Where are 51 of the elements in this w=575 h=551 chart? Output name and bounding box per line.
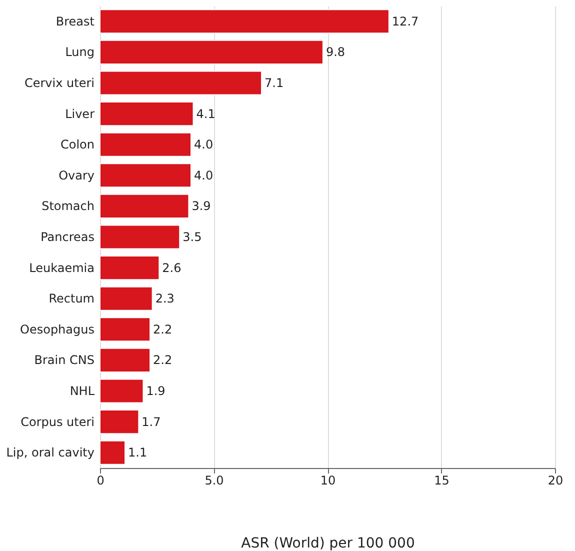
data-label: 4.1 [196,106,216,121]
bar [100,224,180,250]
bar [100,378,144,404]
y-tick-label: Ovary [58,168,94,182]
x-tick-label: 0 [96,474,104,488]
data-label: 9.8 [326,45,346,60]
data-label: 4.0 [194,138,214,152]
bar [100,410,140,434]
data-label: 7.1 [264,76,284,90]
x-tick-label: 15 [434,474,450,488]
data-label: 1.1 [128,446,148,460]
x-tick-label: 20 [548,474,564,488]
y-tick-label: Oesophagus [20,322,94,336]
y-tick-label: Pancreas [40,230,94,244]
bar [100,348,151,372]
y-tick-label: Leukaemia [29,260,94,275]
data-label: 3.9 [192,199,211,214]
data-label: 2.2 [153,353,172,368]
y-tick-label: Rectum [48,292,94,306]
bar [100,317,151,342]
y-tick-label: Cervix uteri [24,76,94,90]
x-tick-label: 10 [320,474,336,488]
bar [100,9,390,34]
bar [100,440,126,465]
bar [100,163,192,188]
data-label: 2.2 [153,322,172,336]
y-tick-label: Liver [65,106,95,121]
data-label: 2.6 [162,260,182,275]
bar [100,102,194,126]
bar [100,40,324,64]
y-tick-label: Stomach [42,199,94,214]
y-tick-label: Lip, oral cavity [6,446,94,460]
data-label: 1.7 [142,414,161,429]
y-tick-label: Colon [60,138,94,152]
bar [100,256,160,280]
y-tick-label: Brain CNS [34,353,94,368]
x-axis-title: ASR (World) per 100 000 [241,536,415,551]
bar [100,194,190,218]
data-label: 4.0 [194,168,214,182]
data-label: 12.7 [392,14,419,28]
y-tick-label: NHL [70,384,95,398]
x-tick-label: 5.0 [204,474,224,488]
y-tick-label: Lung [65,45,94,60]
data-label: 3.5 [182,230,202,244]
y-tick-label: Breast [56,14,95,28]
y-tick-label: Corpus uteri [20,414,94,429]
bar [100,70,262,96]
data-label: 2.3 [155,292,174,306]
data-label: 1.9 [146,384,166,398]
bar [100,286,153,311]
bar [100,132,192,157]
